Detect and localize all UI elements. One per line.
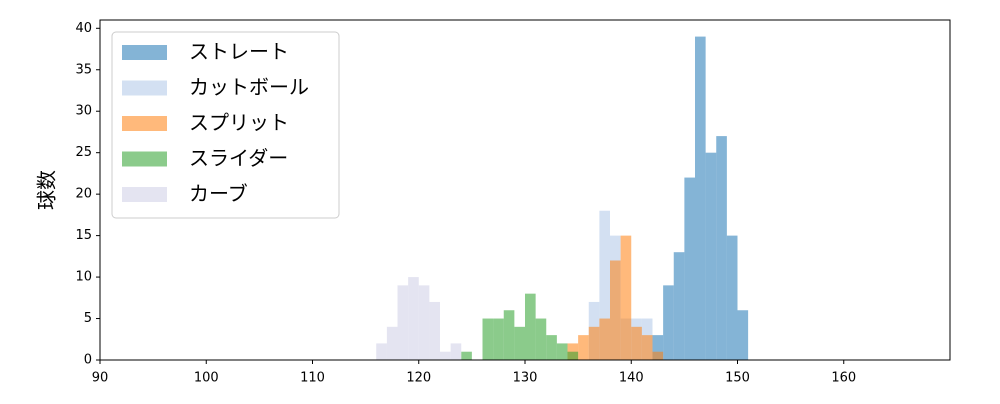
y-tick-label: 40	[75, 21, 92, 36]
bar	[525, 293, 536, 360]
legend-label: カットボール	[189, 75, 309, 99]
bar	[503, 310, 515, 360]
legend-label: スプリット	[189, 111, 289, 135]
bar	[461, 351, 472, 360]
bar	[631, 326, 642, 360]
bar	[652, 351, 664, 360]
bar	[482, 318, 494, 360]
x-tick-label: 140	[619, 371, 644, 386]
bar	[376, 343, 387, 360]
bar	[641, 335, 653, 360]
legend-swatch	[122, 116, 167, 131]
bar	[418, 285, 430, 360]
y-tick-label: 15	[75, 228, 92, 243]
bar	[493, 318, 504, 360]
bar	[588, 326, 600, 360]
bar	[567, 351, 579, 360]
y-axis-label: 球数	[35, 170, 59, 210]
bar	[578, 335, 589, 360]
y-tick-label: 30	[75, 104, 92, 119]
y-tick-label: 25	[75, 145, 92, 160]
y-tick-label: 35	[75, 62, 92, 77]
bar	[663, 285, 674, 360]
y-tick-label: 5	[84, 311, 92, 326]
bar	[620, 235, 632, 360]
bar	[514, 326, 525, 360]
bar	[429, 301, 440, 360]
legend-swatch	[122, 45, 167, 60]
y-tick-label: 0	[84, 353, 92, 368]
x-tick-label: 160	[831, 371, 856, 386]
bar	[450, 343, 462, 360]
x-tick-label: 100	[194, 371, 219, 386]
legend-swatch	[122, 187, 167, 202]
bar	[716, 136, 727, 360]
bar	[535, 318, 547, 360]
legend-label: スライダー	[189, 146, 288, 170]
bar	[546, 335, 557, 360]
bar	[599, 318, 610, 360]
y-tick-label: 20	[75, 187, 92, 202]
bar	[673, 252, 685, 360]
x-tick-label: 110	[300, 371, 325, 386]
bar	[726, 235, 738, 360]
bar	[695, 36, 706, 361]
x-tick-label: 90	[92, 371, 109, 386]
bar	[705, 152, 717, 360]
bar	[408, 277, 419, 360]
bar	[599, 210, 610, 360]
bar	[440, 351, 451, 360]
bar	[737, 310, 749, 360]
legend-label: ストレート	[189, 40, 289, 64]
bar	[610, 260, 621, 360]
legend-label: カーブ	[189, 182, 248, 206]
x-tick-label: 130	[513, 371, 538, 386]
bar	[386, 326, 398, 360]
legend-box	[111, 31, 340, 219]
y-tick-label: 10	[75, 270, 92, 285]
x-tick-label: 120	[406, 371, 431, 386]
legend-swatch	[122, 80, 167, 96]
bar	[556, 343, 568, 360]
x-tick-label: 150	[725, 371, 750, 386]
bar	[684, 177, 695, 360]
bar	[652, 335, 664, 360]
legend-swatch	[122, 151, 167, 167]
bar	[397, 285, 409, 360]
